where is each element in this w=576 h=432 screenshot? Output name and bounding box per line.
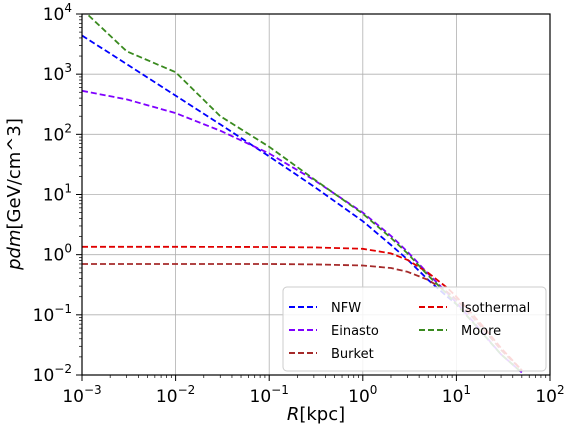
legend-label-moore: Moore [461, 324, 501, 339]
y-tick-label: 102 [43, 121, 72, 145]
series-line-burket [82, 263, 523, 371]
x-tick-label: 101 [442, 383, 471, 407]
y-tick-label: 103 [43, 61, 72, 85]
y-axis-label-unit: [GeV/cm^3] [4, 118, 25, 229]
y-axis-label-symbol: pdm [4, 230, 25, 271]
y-axis-ticks: 10−2 10−1 100 101 102 103 104 [33, 1, 82, 386]
y-tick-label: 10−1 [33, 302, 72, 326]
y-tick-label: 104 [43, 1, 72, 25]
legend-label-burket: Burket [331, 347, 374, 362]
x-axis-label-symbol: R [287, 404, 300, 425]
x-axis-label: R[kpc] [287, 404, 345, 425]
y-tick-label: 10−2 [33, 362, 72, 386]
x-tick-label: 10−3 [62, 383, 101, 407]
x-tick-label: 102 [535, 383, 564, 407]
legend-label-nfw: NFW [331, 301, 361, 316]
legend-label-isothermal: Isothermal [461, 301, 530, 316]
x-tick-label: 10−2 [156, 383, 195, 407]
x-tick-label: 100 [348, 383, 377, 407]
y-tick-label: 100 [43, 242, 72, 266]
x-axis-ticks: 10−3 10−2 10−1 100 101 102 [62, 375, 565, 407]
x-axis-label-unit: [kpc] [299, 404, 345, 425]
legend-label-einasto: Einasto [331, 324, 379, 339]
legend: NFW Isothermal Einasto Moore Burket [282, 286, 547, 372]
y-tick-label: 101 [43, 182, 72, 206]
y-axis-label: pdm[GeV/cm^3] [4, 118, 25, 271]
legend-box [282, 286, 547, 372]
x-tick-label: 10−1 [250, 383, 289, 407]
